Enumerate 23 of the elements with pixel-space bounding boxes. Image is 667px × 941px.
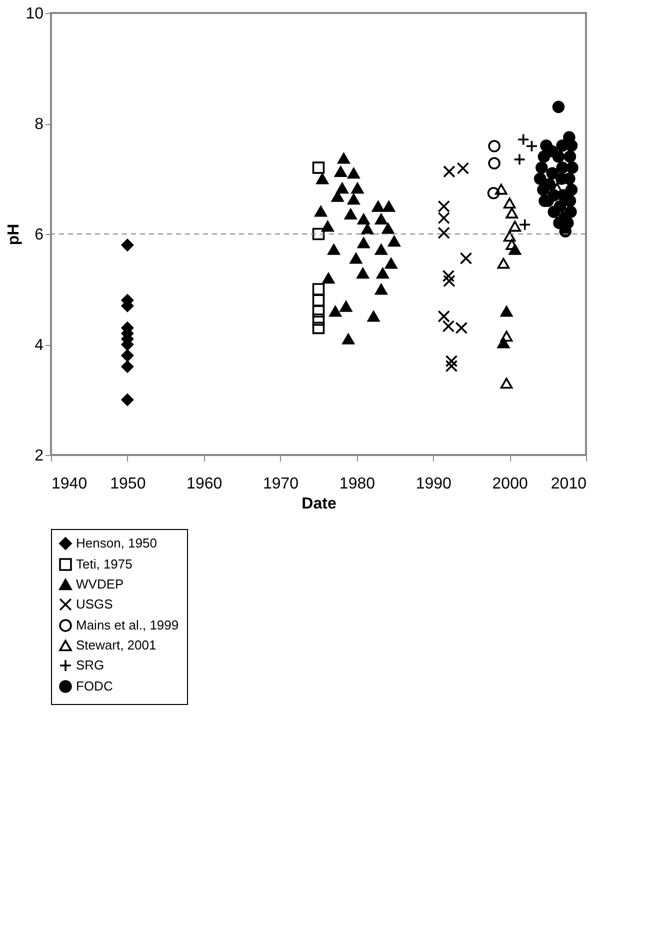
legend-label: Mains et al., 1999 xyxy=(76,618,179,632)
x-tick-label: 1970 xyxy=(262,476,299,492)
legend-label: Teti, 1975 xyxy=(76,556,132,572)
x-tick-label: 2010 xyxy=(550,476,587,492)
y-tick-label: 10 xyxy=(26,6,44,22)
x-tick-label: 1990 xyxy=(416,476,452,492)
legend-label: SRG xyxy=(76,658,104,672)
legend-label: Henson, 1950 xyxy=(76,536,157,550)
legend-label: Stewart, 2001 xyxy=(76,638,156,652)
x-tick-label: 1980 xyxy=(339,476,376,492)
y-axis-title: pH xyxy=(6,224,23,246)
y-tick-label: 4 xyxy=(34,337,44,354)
legend-label: FODC xyxy=(76,678,113,694)
x-tick-label: 2000 xyxy=(492,476,528,492)
x-tick-label: 1950 xyxy=(110,476,146,492)
legend-label: USGS xyxy=(76,596,114,612)
y-tick-label: 2 xyxy=(34,448,44,464)
x-tick-label: 1960 xyxy=(186,476,222,492)
legend-label: WVDEP xyxy=(76,576,124,592)
x-axis-title: Date xyxy=(302,496,336,512)
y-tick-label: 8 xyxy=(34,116,44,133)
y-tick-label: 6 xyxy=(34,226,44,244)
x-tick-label: 1940 xyxy=(52,476,88,492)
